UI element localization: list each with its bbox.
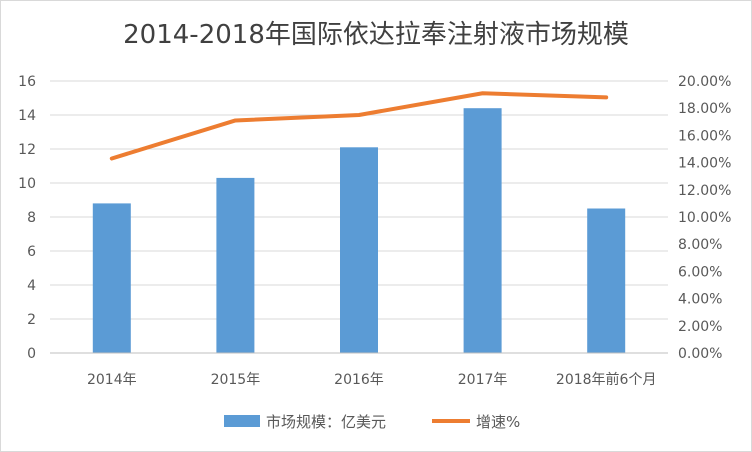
x-tick-label: 2016年 [334,372,384,388]
bar [587,208,626,353]
right-tick-label: 10.00% [678,210,731,226]
right-tick-label: 14.00% [678,156,731,172]
right-tick-label: 4.00% [678,292,722,308]
x-tick-label: 2017年 [458,372,508,388]
bar [216,177,255,353]
bar-series [92,108,626,353]
left-tick-label: 6 [27,244,36,260]
right-tick-label: 8.00% [678,237,722,253]
left-tick-label: 12 [18,142,36,158]
left-tick-label: 16 [18,74,36,90]
right-axis-ticks: 0.00% 2.00% 4.00% 6.00% 8.00% 10.00% 12.00% 14.… [678,74,731,362]
right-tick-label: 6.00% [678,264,722,280]
x-tick-label: 2014年 [87,372,137,388]
bar [340,147,378,353]
legend-swatch-bar [224,415,260,427]
legend-label-line: 增速% [476,413,520,431]
right-tick-label: 2.00% [678,319,722,335]
legend: 市场规模：亿美元 增速% [224,413,520,431]
x-axis-labels: 2014年 2015年 2016年 2017年 2018年前6个月 [87,371,656,388]
left-tick-label: 10 [18,176,36,192]
right-tick-label: 18.00% [678,101,731,117]
left-tick-label: 0 [27,346,36,362]
bar [463,108,502,353]
legend-label-bar: 市场规模：亿美元 [266,413,386,431]
x-tick-label: 2018年前6个月 [556,371,657,388]
right-tick-label: 16.00% [678,128,731,144]
left-tick-label: 8 [27,210,36,226]
right-tick-label: 0.00% [678,346,722,362]
bar [92,203,131,353]
left-tick-label: 2 [27,312,36,328]
chart-title: 2014-2018年国际依达拉奉注射液市场规模 [123,20,629,50]
x-tick-label: 2015年 [211,372,261,388]
left-axis-ticks: 0 2 4 6 8 10 12 14 16 [18,74,36,362]
left-tick-label: 14 [18,108,36,124]
right-tick-label: 12.00% [678,183,731,199]
right-tick-label: 20.00% [678,74,731,90]
growth-line [109,91,609,161]
line-series [109,91,609,161]
left-tick-label: 4 [27,278,36,294]
